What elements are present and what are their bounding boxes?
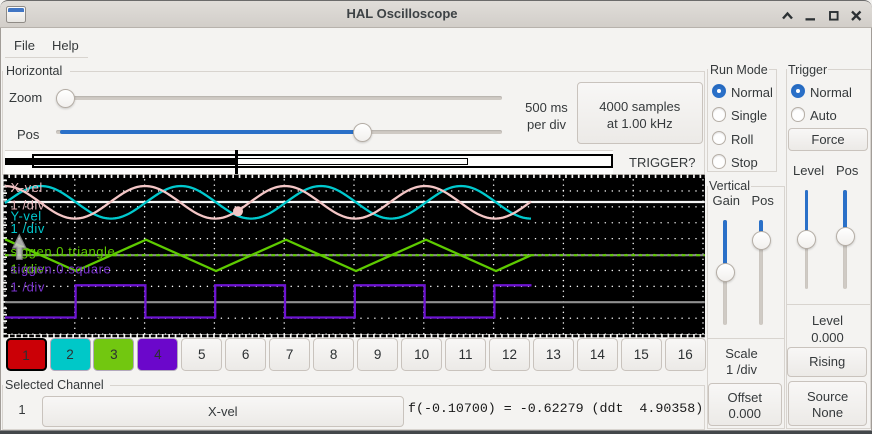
svg-text:X-vel: X-vel xyxy=(11,180,43,195)
svg-text:siggen.0.square: siggen.0.square xyxy=(11,262,112,277)
svg-text:1 /div: 1 /div xyxy=(11,198,45,213)
svg-text:siggen.0.triangle: siggen.0.triangle xyxy=(11,244,116,259)
svg-text:1 /div: 1 /div xyxy=(11,221,45,236)
svg-text:1 /div: 1 /div xyxy=(11,262,45,277)
svg-text:Y-vel: Y-vel xyxy=(11,209,42,224)
svg-text:1 /div: 1 /div xyxy=(11,280,45,295)
